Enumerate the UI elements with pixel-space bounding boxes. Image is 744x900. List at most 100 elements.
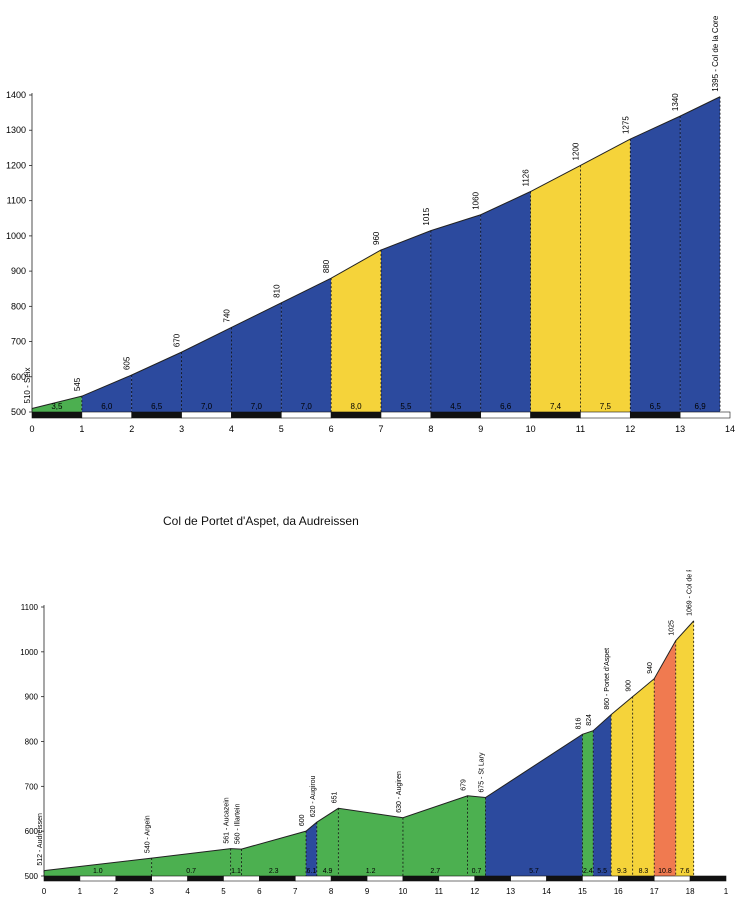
distance-bar-16 [618,875,655,882]
distance-bar-4 [231,411,282,419]
gradient-segment-11 [593,714,612,876]
elevation-label-16: 1069 - Col de Portet d'Aspet [687,570,694,616]
y-tick-label-5: 1000 [20,648,38,657]
x-tick-label-6: 6 [257,887,262,896]
gradient-segment-1 [151,848,231,876]
x-tick-label-13: 13 [506,887,515,896]
gradient-segment-13 [680,96,721,412]
elevation-label-1: 545 [73,377,82,391]
y-tick-label-3: 800 [11,301,26,311]
gradient-label-2: 6,5 [151,402,163,411]
x-tick-label-3: 3 [179,424,184,434]
x-tick-label-0: 0 [29,424,34,434]
elevation-label-2: 605 [123,356,132,370]
distance-bar-6 [330,411,382,419]
x-tick-label-5: 5 [221,887,226,896]
y-tick-label-4: 900 [11,266,26,276]
gradient-label-7: 5,5 [400,402,412,411]
x-tick-label-15: 15 [578,887,587,896]
gradient-segment-6 [338,808,403,876]
gradient-label-12: 6,5 [650,402,662,411]
elevation-label-3: 560 - Illartein [234,804,241,845]
distance-bar-15 [582,875,619,882]
elevation-label-6: 880 [322,259,331,273]
distance-bar-3 [151,875,188,882]
elevation-label-5: 620 - Augirou [310,775,317,817]
gradient-segment-12 [611,696,633,876]
elevation-label-14: 1395 - Col de la Core [711,15,720,92]
distance-bar-7 [380,411,432,419]
elevation-label-8: 1015 [422,207,431,225]
x-tick-label-8: 8 [428,424,433,434]
distance-bar-6 [259,875,296,882]
distance-bar-13 [510,875,547,882]
gradient-segment-15 [675,620,694,876]
elevation-label-9: 1060 [472,191,481,209]
gradient-segment-11 [580,139,631,412]
x-tick-label-7: 7 [378,424,383,434]
y-tick-label-0: 500 [25,872,39,881]
distance-bar-7 [294,875,332,882]
gradient-label-9: 6,6 [500,402,512,411]
elevation-label-0: 512 - Audreissen [37,813,44,866]
gradient-label-13: 8.3 [639,868,649,875]
gradient-label-6: 8,0 [351,402,363,411]
profile-outline [43,620,695,872]
gradient-segment-6 [331,249,381,412]
distance-bar-5 [280,411,332,419]
gradient-segment-7 [402,795,468,876]
x-tick-label-2: 2 [129,424,134,434]
x-tick-label-8: 8 [329,887,334,896]
gradient-label-3: 7,0 [201,402,213,411]
gradient-label-4: 7,0 [251,402,263,411]
elevation-label-4: 600 [299,814,306,826]
elevation-label-9: 675 - St Lary [479,752,486,793]
elevation-label-13: 1340 [671,93,680,111]
elevation-label-6: 651 [331,792,338,804]
x-tick-label-18: 18 [686,887,695,896]
elevation-label-10: 816 [575,718,582,730]
gradient-segment-8 [467,795,486,876]
gradient-segment-0 [32,396,82,412]
x-tick-label-16: 16 [614,887,623,896]
gradient-segment-8 [430,214,481,412]
gradient-segment-2 [230,848,242,876]
distance-bar-1 [81,411,133,419]
gradient-segment-14 [654,640,676,876]
gradient-label-0: 1.0 [93,868,103,875]
elevation-label-11: 1200 [571,142,580,160]
x-tick-label-3: 3 [149,887,154,896]
elevation-label-2: 561 - Aucazein [224,797,231,843]
distance-bar-0 [43,875,81,882]
y-tick-label-3: 800 [25,738,39,747]
gradient-label-0: 3,5 [51,402,63,411]
gradient-label-5: 7,0 [301,402,313,411]
distance-bar-3 [181,411,232,419]
y-tick-label-0: 500 [11,407,26,417]
x-tick-label-12: 12 [470,887,479,896]
distance-bar-4 [187,875,224,882]
x-tick-label-14: 14 [725,424,735,434]
y-tick-label-5: 1000 [6,231,26,241]
distance-bar-9 [366,875,404,882]
gradient-label-5: 4.9 [323,868,333,875]
gradient-segment-12 [630,116,681,412]
x-tick-label-10: 10 [398,887,407,896]
y-tick-label-2: 700 [25,782,39,791]
elevation-label-4: 740 [222,309,231,323]
gradient-label-11: 5.5 [597,868,607,875]
elevation-label-14: 940 [647,662,654,674]
x-tick-label-11: 11 [576,424,585,434]
x-tick-label-0: 0 [42,887,47,896]
x-tick-label-14: 14 [542,887,551,896]
y-tick-label-6: 1100 [21,603,39,612]
gradient-segment-4 [306,822,317,876]
distance-bar-13 [679,411,731,419]
distance-bar-0 [31,411,83,419]
gradient-segment-3 [241,831,307,876]
gradient-label-7: 2.7 [430,868,440,875]
distance-bar-18 [689,875,727,882]
distance-bar-11 [438,875,476,882]
